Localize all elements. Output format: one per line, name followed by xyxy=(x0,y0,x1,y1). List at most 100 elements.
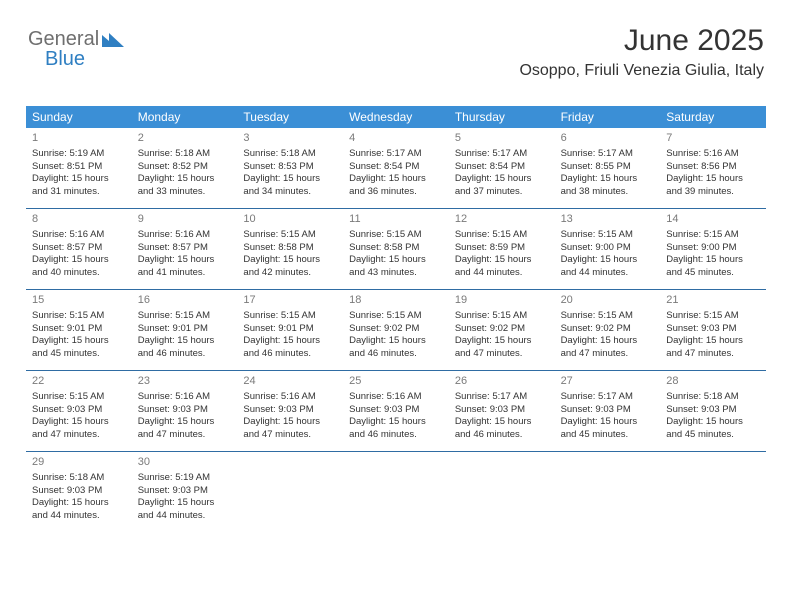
daylight-line: Daylight: 15 hours and 37 minutes. xyxy=(455,173,549,199)
day-number: 18 xyxy=(349,293,443,308)
sunset-line: Sunset: 8:53 PM xyxy=(243,161,337,174)
calendar-day: 28Sunrise: 5:18 AMSunset: 9:03 PMDayligh… xyxy=(660,371,766,451)
sunset-line: Sunset: 9:01 PM xyxy=(138,323,232,336)
sunrise-line: Sunrise: 5:15 AM xyxy=(349,229,443,242)
calendar-day: 4Sunrise: 5:17 AMSunset: 8:54 PMDaylight… xyxy=(343,128,449,208)
sunrise-line: Sunrise: 5:15 AM xyxy=(243,229,337,242)
calendar-day: 22Sunrise: 5:15 AMSunset: 9:03 PMDayligh… xyxy=(26,371,132,451)
calendar-day: 23 Sunrise: 5:16 AMSunset: 9:03 PMDayligh… xyxy=(132,371,238,451)
calendar-day: 20Sunrise: 5:15 AMSunset: 9:02 PMDayligh… xyxy=(555,290,661,370)
day-number: 6 xyxy=(561,131,655,146)
sunrise-line: Sunrise: 5:15 AM xyxy=(666,229,760,242)
day-number: 8 xyxy=(32,212,126,227)
daylight-line: Daylight: 15 hours and 46 minutes. xyxy=(349,335,443,361)
sunset-line: Sunset: 9:02 PM xyxy=(349,323,443,336)
day-number: 20 xyxy=(561,293,655,308)
weekday-header: Tuesday xyxy=(237,106,343,128)
calendar-day: 25Sunrise: 5:16 AMSunset: 9:03 PMDayligh… xyxy=(343,371,449,451)
weekday-header: Wednesday xyxy=(343,106,449,128)
calendar-day: 26Sunrise: 5:17 AMSunset: 9:03 PMDayligh… xyxy=(449,371,555,451)
sunset-line: Sunset: 8:57 PM xyxy=(32,242,126,255)
sunrise-line: Sunrise: 5:19 AM xyxy=(32,148,126,161)
sunset-line: Sunset: 9:00 PM xyxy=(561,242,655,255)
sunrise-line: Sunrise: 5:18 AM xyxy=(32,472,126,485)
sunset-line: Sunset: 9:03 PM xyxy=(138,485,232,498)
daylight-line: Daylight: 15 hours and 38 minutes. xyxy=(561,173,655,199)
sunset-line: Sunset: 9:03 PM xyxy=(243,404,337,417)
calendar-day: 7Sunrise: 5:16 AMSunset: 8:56 PMDaylight… xyxy=(660,128,766,208)
calendar-day: 3Sunrise: 5:18 AMSunset: 8:53 PMDaylight… xyxy=(237,128,343,208)
day-number: 5 xyxy=(455,131,549,146)
empty-day xyxy=(237,452,343,532)
calendar-grid: SundayMondayTuesdayWednesdayThursdayFrid… xyxy=(26,106,766,532)
sunset-line: Sunset: 9:02 PM xyxy=(455,323,549,336)
sunset-line: Sunset: 8:51 PM xyxy=(32,161,126,174)
day-number: 14 xyxy=(666,212,760,227)
sunset-line: Sunset: 9:01 PM xyxy=(243,323,337,336)
calendar-day: 24Sunrise: 5:16 AMSunset: 9:03 PMDayligh… xyxy=(237,371,343,451)
daylight-line: Daylight: 15 hours and 45 minutes. xyxy=(666,416,760,442)
sunset-line: Sunset: 9:03 PM xyxy=(138,404,232,417)
calendar-day: 21Sunrise: 5:15 AMSunset: 9:03 PMDayligh… xyxy=(660,290,766,370)
day-number: 23 xyxy=(138,374,232,389)
sunrise-line: Sunrise: 5:15 AM xyxy=(561,229,655,242)
sunrise-line: Sunrise: 5:15 AM xyxy=(455,229,549,242)
day-number: 17 xyxy=(243,293,337,308)
sunrise-line: Sunrise: 5:16 AM xyxy=(138,391,232,404)
daylight-line: Daylight: 15 hours and 45 minutes. xyxy=(561,416,655,442)
daylight-line: Daylight: 15 hours and 34 minutes. xyxy=(243,173,337,199)
sunset-line: Sunset: 9:03 PM xyxy=(666,404,760,417)
empty-day xyxy=(343,452,449,532)
day-number: 9 xyxy=(138,212,232,227)
daylight-line: Daylight: 15 hours and 44 minutes. xyxy=(455,254,549,280)
calendar-day: 12Sunrise: 5:15 AMSunset: 8:59 PMDayligh… xyxy=(449,209,555,289)
day-number: 25 xyxy=(349,374,443,389)
calendar-day: 27Sunrise: 5:17 AMSunset: 9:03 PMDayligh… xyxy=(555,371,661,451)
empty-day xyxy=(449,452,555,532)
calendar-day: 11Sunrise: 5:15 AMSunset: 8:58 PMDayligh… xyxy=(343,209,449,289)
daylight-line: Daylight: 15 hours and 31 minutes. xyxy=(32,173,126,199)
sunset-line: Sunset: 8:58 PM xyxy=(243,242,337,255)
sunset-line: Sunset: 8:54 PM xyxy=(349,161,443,174)
day-number: 19 xyxy=(455,293,549,308)
day-number: 10 xyxy=(243,212,337,227)
sunrise-line: Sunrise: 5:15 AM xyxy=(243,310,337,323)
sunset-line: Sunset: 9:03 PM xyxy=(32,485,126,498)
day-number: 1 xyxy=(32,131,126,146)
daylight-line: Daylight: 15 hours and 47 minutes. xyxy=(561,335,655,361)
day-number: 15 xyxy=(32,293,126,308)
calendar-day: 10 Sunrise: 5:15 AMSunset: 8:58 PMDayligh… xyxy=(237,209,343,289)
calendar-day: 5 Sunrise: 5:17 AMSunset: 8:54 PMDaylight… xyxy=(449,128,555,208)
sunrise-line: Sunrise: 5:19 AM xyxy=(138,472,232,485)
day-number: 21 xyxy=(666,293,760,308)
day-number: 27 xyxy=(561,374,655,389)
daylight-line: Daylight: 15 hours and 47 minutes. xyxy=(138,416,232,442)
calendar-day: 29Sunrise: 5:18 AMSunset: 9:03 PMDayligh… xyxy=(26,452,132,532)
sunrise-line: Sunrise: 5:17 AM xyxy=(349,148,443,161)
daylight-line: Daylight: 15 hours and 33 minutes. xyxy=(138,173,232,199)
day-number: 24 xyxy=(243,374,337,389)
sunset-line: Sunset: 8:52 PM xyxy=(138,161,232,174)
month-title: June 2025 xyxy=(519,24,764,58)
calendar-day: 30Sunrise: 5:19 AMSunset: 9:03 PMDayligh… xyxy=(132,452,238,532)
daylight-line: Daylight: 15 hours and 47 minutes. xyxy=(666,335,760,361)
day-number: 11 xyxy=(349,212,443,227)
day-number: 26 xyxy=(455,374,549,389)
sunset-line: Sunset: 8:54 PM xyxy=(455,161,549,174)
daylight-line: Daylight: 15 hours and 42 minutes. xyxy=(243,254,337,280)
sunset-line: Sunset: 9:03 PM xyxy=(349,404,443,417)
day-number: 2 xyxy=(138,131,232,146)
sunset-line: Sunset: 8:58 PM xyxy=(349,242,443,255)
sunrise-line: Sunrise: 5:17 AM xyxy=(455,148,549,161)
sunrise-line: Sunrise: 5:15 AM xyxy=(455,310,549,323)
sunrise-line: Sunrise: 5:16 AM xyxy=(666,148,760,161)
calendar-day: 13Sunrise: 5:15 AMSunset: 9:00 PMDayligh… xyxy=(555,209,661,289)
calendar-day: 16Sunrise: 5:15 AMSunset: 9:01 PMDayligh… xyxy=(132,290,238,370)
day-number: 22 xyxy=(32,374,126,389)
daylight-line: Daylight: 15 hours and 45 minutes. xyxy=(666,254,760,280)
sunset-line: Sunset: 9:03 PM xyxy=(32,404,126,417)
sunset-line: Sunset: 9:03 PM xyxy=(666,323,760,336)
sunrise-line: Sunrise: 5:15 AM xyxy=(32,391,126,404)
daylight-line: Daylight: 15 hours and 44 minutes. xyxy=(138,497,232,523)
sunrise-line: Sunrise: 5:18 AM xyxy=(243,148,337,161)
